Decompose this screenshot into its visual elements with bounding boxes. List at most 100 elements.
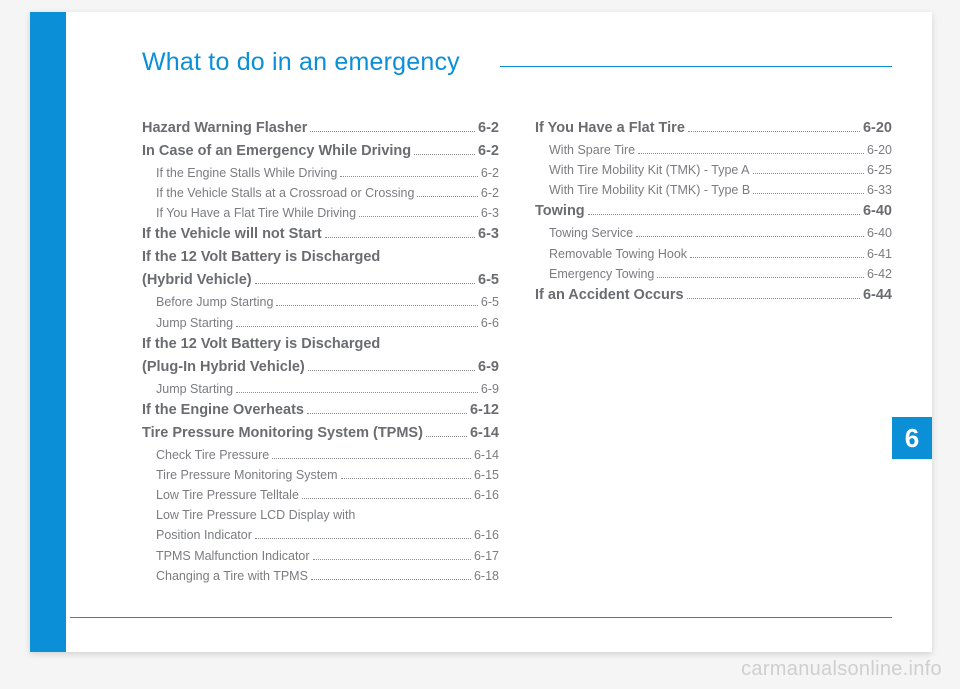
toc-page-number: 6-6 xyxy=(481,314,499,332)
toc-page-number: 6-2 xyxy=(481,184,499,202)
toc-entry: Tire Pressure Monitoring System (TPMS)6-… xyxy=(142,423,499,444)
toc-page-number: 6-40 xyxy=(867,224,892,242)
toc-leader-dots xyxy=(255,531,471,539)
toc-entry: TPMS Malfunction Indicator6-17 xyxy=(142,547,499,565)
chapter-heading: What to do in an emergency xyxy=(142,48,460,77)
toc-entry: Towing Service 6-40 xyxy=(535,224,892,242)
toc-page-number: 6-17 xyxy=(474,547,499,565)
toc-page-number: 6-5 xyxy=(481,293,499,311)
toc-leader-dots xyxy=(753,186,864,194)
toc-page-number: 6-18 xyxy=(474,567,499,585)
toc-entry: If the Engine Overheats 6-12 xyxy=(142,400,499,421)
toc-page-number: 6-3 xyxy=(481,204,499,222)
toc-entry: Jump Starting 6-6 xyxy=(142,314,499,332)
toc-page-number: 6-20 xyxy=(863,118,892,139)
toc-title: (Hybrid Vehicle) xyxy=(142,270,252,291)
toc-title: Towing Service xyxy=(549,224,633,242)
toc-columns: Hazard Warning Flasher6-2In Case of an E… xyxy=(142,118,892,587)
toc-leader-dots xyxy=(307,404,467,413)
toc-title: With Tire Mobility Kit (TMK) - Type A xyxy=(549,161,750,179)
spine-accent xyxy=(30,12,66,652)
toc-leader-dots xyxy=(657,270,864,278)
toc-title: If You Have a Flat Tire While Driving xyxy=(156,204,356,222)
toc-page-number: 6-42 xyxy=(867,265,892,283)
manual-page: What to do in an emergency Hazard Warnin… xyxy=(30,12,932,652)
toc-page-number: 6-2 xyxy=(481,164,499,182)
toc-title: If the Engine Overheats xyxy=(142,400,304,421)
toc-leader-dots xyxy=(426,427,467,436)
bottom-rule xyxy=(70,617,892,619)
toc-page-number: 6-12 xyxy=(470,400,499,421)
toc-title: With Tire Mobility Kit (TMK) - Type B xyxy=(549,181,750,199)
toc-entry: With Spare Tire6-20 xyxy=(535,141,892,159)
toc-entry: If the Vehicle will not Start 6-3 xyxy=(142,224,499,245)
toc-entry: (Hybrid Vehicle) 6-5 xyxy=(142,270,499,291)
toc-page-number: 6-2 xyxy=(478,118,499,139)
toc-page-number: 6-33 xyxy=(867,181,892,199)
toc-entry: Low Tire Pressure LCD Display with xyxy=(142,506,499,524)
toc-title: Tire Pressure Monitoring System (TPMS) xyxy=(142,423,423,444)
toc-title: If the Vehicle will not Start xyxy=(142,224,322,245)
toc-title: Before Jump Starting xyxy=(156,293,273,311)
toc-title: Emergency Towing xyxy=(549,265,654,283)
toc-entry: Low Tire Pressure Telltale 6-16 xyxy=(142,486,499,504)
toc-leader-dots xyxy=(588,206,860,215)
heading-rule xyxy=(500,66,892,67)
toc-entry: Hazard Warning Flasher 6-2 xyxy=(142,118,499,139)
toc-page-number: 6-3 xyxy=(478,224,499,245)
toc-leader-dots xyxy=(341,471,471,479)
toc-title: Changing a Tire with TPMS xyxy=(156,567,308,585)
toc-leader-dots xyxy=(310,123,475,132)
toc-leader-dots xyxy=(688,123,860,132)
toc-leader-dots xyxy=(638,146,864,154)
toc-leader-dots xyxy=(359,209,478,217)
toc-entry: With Tire Mobility Kit (TMK) - Type B 6-3… xyxy=(535,181,892,199)
toc-title: In Case of an Emergency While Driving xyxy=(142,141,411,162)
toc-title: Check Tire Pressure xyxy=(156,446,269,464)
chapter-tab: 6 xyxy=(892,417,932,459)
toc-leader-dots xyxy=(340,169,478,177)
toc-page-number: 6-16 xyxy=(474,526,499,544)
toc-entry: Towing6-40 xyxy=(535,201,892,222)
toc-title: Low Tire Pressure Telltale xyxy=(156,486,299,504)
toc-leader-dots xyxy=(255,275,475,284)
toc-leader-dots xyxy=(687,289,860,298)
toc-leader-dots xyxy=(313,551,471,559)
toc-title: Low Tire Pressure LCD Display with xyxy=(156,506,355,524)
toc-entry: Jump Starting6-9 xyxy=(142,380,499,398)
toc-page-number: 6-40 xyxy=(863,201,892,222)
toc-entry: In Case of an Emergency While Driving 6-2 xyxy=(142,141,499,162)
toc-entry: If the 12 Volt Battery is Discharged xyxy=(142,334,499,355)
toc-page-number: 6-5 xyxy=(478,270,499,291)
toc-column-left: Hazard Warning Flasher6-2In Case of an E… xyxy=(142,118,499,587)
toc-leader-dots xyxy=(417,189,477,197)
toc-title: If the Vehicle Stalls at a Crossroad or … xyxy=(156,184,414,202)
toc-title: If the 12 Volt Battery is Discharged xyxy=(142,247,380,268)
toc-leader-dots xyxy=(272,451,471,459)
toc-title: Hazard Warning Flasher xyxy=(142,118,307,139)
toc-page-number: 6-41 xyxy=(867,245,892,263)
toc-page-number: 6-25 xyxy=(867,161,892,179)
toc-entry: Check Tire Pressure6-14 xyxy=(142,446,499,464)
toc-leader-dots xyxy=(690,249,864,257)
toc-title: Jump Starting xyxy=(156,380,233,398)
toc-leader-dots xyxy=(302,491,471,499)
toc-title: If the 12 Volt Battery is Discharged xyxy=(142,334,380,355)
toc-leader-dots xyxy=(236,318,478,326)
toc-entry: If an Accident Occurs6-44 xyxy=(535,285,892,306)
toc-entry: If the Engine Stalls While Driving 6-2 xyxy=(142,164,499,182)
toc-entry: Removable Towing Hook6-41 xyxy=(535,245,892,263)
toc-page-number: 6-9 xyxy=(478,357,499,378)
toc-title: If the Engine Stalls While Driving xyxy=(156,164,337,182)
toc-page-number: 6-15 xyxy=(474,466,499,484)
toc-page-number: 6-2 xyxy=(478,141,499,162)
toc-leader-dots xyxy=(414,146,475,155)
toc-page-number: 6-16 xyxy=(474,486,499,504)
toc-entry: With Tire Mobility Kit (TMK) - Type A 6-2… xyxy=(535,161,892,179)
toc-title: (Plug-In Hybrid Vehicle) xyxy=(142,357,305,378)
toc-leader-dots xyxy=(236,385,478,393)
toc-title: Jump Starting xyxy=(156,314,233,332)
toc-leader-dots xyxy=(276,298,478,306)
toc-title: Tire Pressure Monitoring System xyxy=(156,466,338,484)
toc-leader-dots xyxy=(636,229,864,237)
